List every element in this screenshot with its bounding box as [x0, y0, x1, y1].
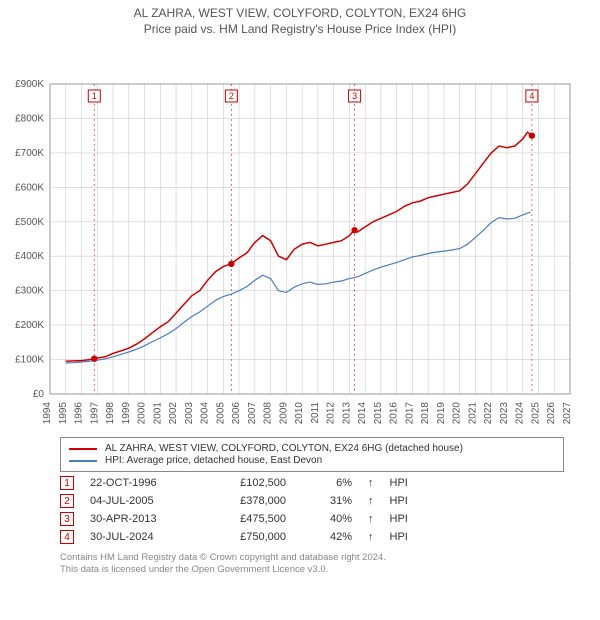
tx-price: £750,000: [206, 531, 286, 543]
svg-text:2015: 2015: [373, 402, 384, 425]
svg-text:£0: £0: [33, 389, 45, 400]
svg-text:2025: 2025: [530, 402, 541, 425]
svg-text:£500K: £500K: [15, 217, 44, 228]
svg-text:1998: 1998: [105, 402, 116, 425]
svg-text:1999: 1999: [121, 402, 132, 425]
arrow-up-icon: ↑: [368, 495, 374, 507]
tx-cmp: HPI: [390, 477, 408, 489]
tx-cmp: HPI: [390, 531, 408, 543]
svg-text:2024: 2024: [515, 402, 526, 425]
svg-text:2023: 2023: [499, 402, 510, 425]
svg-text:2021: 2021: [467, 402, 478, 425]
legend: AL ZAHRA, WEST VIEW, COLYFORD, COLYTON, …: [60, 437, 564, 472]
tx-marker-box: 2: [60, 494, 74, 508]
footer-line-1: Contains HM Land Registry data © Crown c…: [60, 552, 564, 564]
price-chart: £0 £100K £200K £300K £400K £500K £600K £700K £80…: [0, 36, 600, 428]
tx-price: £102,500: [206, 477, 286, 489]
svg-text:2019: 2019: [436, 402, 447, 425]
svg-text:2002: 2002: [168, 402, 179, 425]
tx-price: £378,000: [206, 495, 286, 507]
svg-text:2020: 2020: [452, 402, 463, 425]
table-row: 1 22-OCT-1996 £102,500 6% ↑ HPI: [60, 476, 564, 490]
svg-text:2004: 2004: [200, 402, 211, 425]
svg-text:£900K: £900K: [15, 79, 44, 90]
svg-text:2017: 2017: [404, 402, 415, 425]
arrow-up-icon: ↑: [368, 531, 374, 543]
svg-text:2027: 2027: [562, 402, 573, 425]
svg-text:1997: 1997: [89, 402, 100, 425]
arrow-up-icon: ↑: [368, 477, 374, 489]
chart-titles: AL ZAHRA, WEST VIEW, COLYFORD, COLYTON, …: [0, 0, 600, 36]
svg-text:2005: 2005: [215, 402, 226, 425]
legend-label: AL ZAHRA, WEST VIEW, COLYFORD, COLYTON, …: [105, 443, 463, 454]
svg-text:2011: 2011: [310, 402, 321, 424]
tx-diff: 6%: [302, 477, 352, 489]
tx-marker-box: 1: [60, 476, 74, 490]
svg-text:2008: 2008: [263, 402, 274, 425]
tx-date: 22-OCT-1996: [90, 477, 190, 489]
tx-date: 04-JUL-2005: [90, 495, 190, 507]
svg-text:1996: 1996: [74, 402, 85, 425]
title-line-2: Price paid vs. HM Land Registry's House …: [0, 22, 600, 36]
legend-item-property: AL ZAHRA, WEST VIEW, COLYFORD, COLYTON, …: [69, 443, 555, 454]
tx-price: £475,500: [206, 513, 286, 525]
svg-text:2010: 2010: [294, 402, 305, 425]
tx-marker-box: 3: [60, 512, 74, 526]
tx-date: 30-APR-2013: [90, 513, 190, 525]
legend-item-hpi: HPI: Average price, detached house, East…: [69, 455, 555, 466]
svg-text:4: 4: [529, 91, 534, 101]
table-row: 3 30-APR-2013 £475,500 40% ↑ HPI: [60, 512, 564, 526]
svg-text:£600K: £600K: [15, 182, 44, 193]
tx-date: 30-JUL-2024: [90, 531, 190, 543]
table-row: 2 04-JUL-2005 £378,000 31% ↑ HPI: [60, 494, 564, 508]
svg-text:1994: 1994: [42, 402, 53, 425]
svg-text:2007: 2007: [247, 402, 258, 425]
tx-marker-box: 4: [60, 530, 74, 544]
svg-text:1: 1: [92, 91, 97, 101]
svg-text:2001: 2001: [152, 402, 163, 425]
svg-text:2012: 2012: [326, 402, 337, 425]
svg-text:2022: 2022: [483, 402, 494, 425]
tx-cmp: HPI: [390, 513, 408, 525]
tx-diff: 42%: [302, 531, 352, 543]
svg-text:2016: 2016: [389, 402, 400, 425]
tx-diff: 40%: [302, 513, 352, 525]
svg-text:2: 2: [229, 91, 234, 101]
svg-text:2009: 2009: [278, 402, 289, 425]
svg-text:£800K: £800K: [15, 113, 44, 124]
svg-text:1995: 1995: [58, 402, 69, 425]
svg-text:2018: 2018: [420, 402, 431, 425]
arrow-up-icon: ↑: [368, 513, 374, 525]
legend-swatch: [69, 460, 97, 462]
svg-text:£400K: £400K: [15, 251, 44, 262]
transactions-table: 1 22-OCT-1996 £102,500 6% ↑ HPI 2 04-JUL…: [60, 476, 564, 544]
tx-cmp: HPI: [390, 495, 408, 507]
svg-text:3: 3: [352, 91, 357, 101]
svg-text:2000: 2000: [137, 402, 148, 425]
title-line-1: AL ZAHRA, WEST VIEW, COLYFORD, COLYTON, …: [0, 6, 600, 20]
svg-text:£100K: £100K: [15, 355, 44, 366]
svg-text:£200K: £200K: [15, 320, 44, 331]
svg-text:£300K: £300K: [15, 286, 44, 297]
svg-text:2026: 2026: [546, 402, 557, 425]
svg-text:2006: 2006: [231, 402, 242, 425]
svg-text:2003: 2003: [184, 402, 195, 425]
legend-swatch: [69, 448, 97, 450]
table-row: 4 30-JUL-2024 £750,000 42% ↑ HPI: [60, 530, 564, 544]
footer: Contains HM Land Registry data © Crown c…: [60, 552, 564, 577]
svg-text:£700K: £700K: [15, 148, 44, 159]
legend-label: HPI: Average price, detached house, East…: [105, 455, 322, 466]
tx-diff: 31%: [302, 495, 352, 507]
footer-line-2: This data is licensed under the Open Gov…: [60, 564, 564, 576]
svg-text:2013: 2013: [341, 402, 352, 425]
svg-text:2014: 2014: [357, 402, 368, 425]
